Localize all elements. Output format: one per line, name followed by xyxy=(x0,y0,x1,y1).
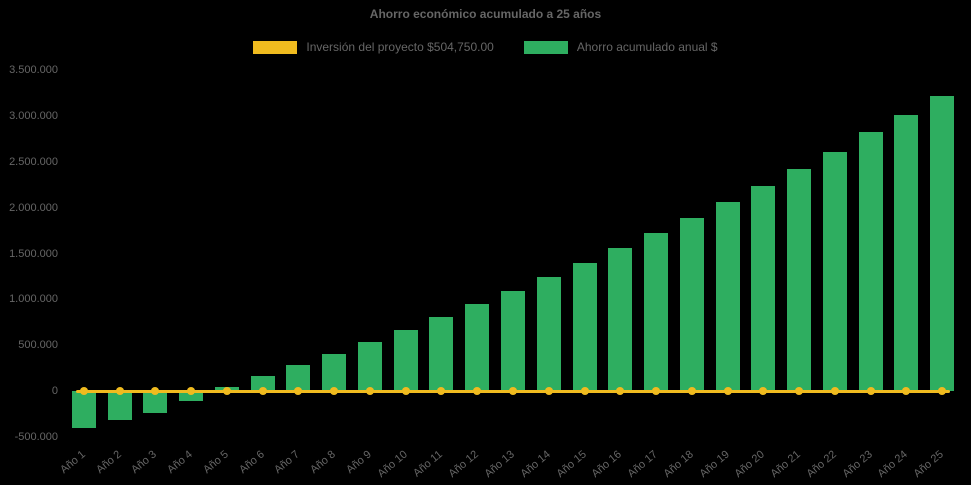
y-axis-label: 2.500.000 xyxy=(9,155,58,168)
investment-legend-swatch xyxy=(253,40,298,54)
investment-line-point[interactable] xyxy=(473,387,482,396)
y-axis-label: 500.000 xyxy=(18,339,58,352)
bar-año-1[interactable] xyxy=(71,391,96,428)
investment-line-point[interactable] xyxy=(866,387,875,396)
investment-line-point[interactable] xyxy=(294,387,303,396)
investment-line-point[interactable] xyxy=(830,387,839,396)
savings-legend-label: Ahorro acumulado anual $ xyxy=(576,40,718,54)
investment-line-point[interactable] xyxy=(258,387,267,396)
bar-año-17[interactable] xyxy=(644,233,669,392)
investment-line-point[interactable] xyxy=(616,387,625,396)
y-axis-label: 0 xyxy=(51,385,58,398)
bar-año-23[interactable] xyxy=(858,132,883,392)
investment-line-point[interactable] xyxy=(187,387,196,396)
bar-año-2[interactable] xyxy=(107,391,132,421)
bar-año-3[interactable] xyxy=(143,391,168,413)
investment-line-point[interactable] xyxy=(509,387,517,396)
investment-line-point[interactable] xyxy=(401,387,410,396)
bar-año-15[interactable] xyxy=(572,262,597,392)
savings-legend-swatch xyxy=(523,40,568,54)
investment-line-point[interactable] xyxy=(652,387,661,396)
investment-line-point[interactable] xyxy=(795,387,804,396)
investment-line-point[interactable] xyxy=(723,387,732,396)
bar-año-8[interactable] xyxy=(322,354,347,392)
bar-año-7[interactable] xyxy=(286,364,311,392)
investment-line-point[interactable] xyxy=(759,387,768,396)
investment-line-point[interactable] xyxy=(330,387,339,396)
x-axis-label: Año 1 xyxy=(58,448,88,477)
bar-año-4[interactable] xyxy=(179,391,204,402)
bar-año-24[interactable] xyxy=(894,114,919,392)
bar-año-19[interactable] xyxy=(715,202,740,392)
bar-año-9[interactable] xyxy=(357,341,382,392)
y-axis-label: 1.000.000 xyxy=(9,293,58,306)
bar-año-13[interactable] xyxy=(501,291,525,392)
bar-año-16[interactable] xyxy=(608,247,633,392)
chart-title: Ahorro económico acumulado a 25 años xyxy=(369,7,602,21)
chart-legend: Inversión del proyecto $504,750.00 Ahorr… xyxy=(0,40,971,54)
bar-año-6[interactable] xyxy=(250,375,275,392)
investment-legend-label: Inversión del proyecto $504,750.00 xyxy=(306,40,494,54)
investment-line-point[interactable] xyxy=(437,387,446,396)
bar-año-20[interactable] xyxy=(751,185,776,392)
bar-año-21[interactable] xyxy=(787,169,812,392)
bar-año-22[interactable] xyxy=(822,151,847,392)
y-axis-label: 3.500.000 xyxy=(9,64,58,76)
investment-line-point[interactable] xyxy=(938,387,947,396)
bar-año-10[interactable] xyxy=(393,329,418,392)
investment-line-point[interactable] xyxy=(687,387,696,396)
investment-line-point[interactable] xyxy=(222,387,231,396)
investment-line-point[interactable] xyxy=(365,387,374,396)
investment-line-point[interactable] xyxy=(151,387,160,396)
y-axis-label: 3.000.000 xyxy=(9,109,58,122)
bar-año-18[interactable] xyxy=(679,217,704,392)
legend-item-investment[interactable]: Inversión del proyecto $504,750.00 xyxy=(253,40,494,54)
investment-line-point[interactable] xyxy=(79,387,88,396)
y-axis-label: 2.000.000 xyxy=(9,201,58,214)
legend-item-savings[interactable]: Ahorro acumulado anual $ xyxy=(523,40,718,54)
bar-año-12[interactable] xyxy=(465,303,490,392)
bar-año-14[interactable] xyxy=(536,277,561,392)
bar-año-25[interactable] xyxy=(930,95,955,392)
y-axis-label: 1.500.000 xyxy=(9,247,58,260)
investment-line-point[interactable] xyxy=(902,387,911,396)
investment-line-point[interactable] xyxy=(580,387,589,396)
investment-line-point[interactable] xyxy=(115,387,124,396)
y-axis-label: -500.000 xyxy=(14,431,58,443)
bar-año-11[interactable] xyxy=(429,316,454,392)
investment-line-point[interactable] xyxy=(544,387,553,396)
